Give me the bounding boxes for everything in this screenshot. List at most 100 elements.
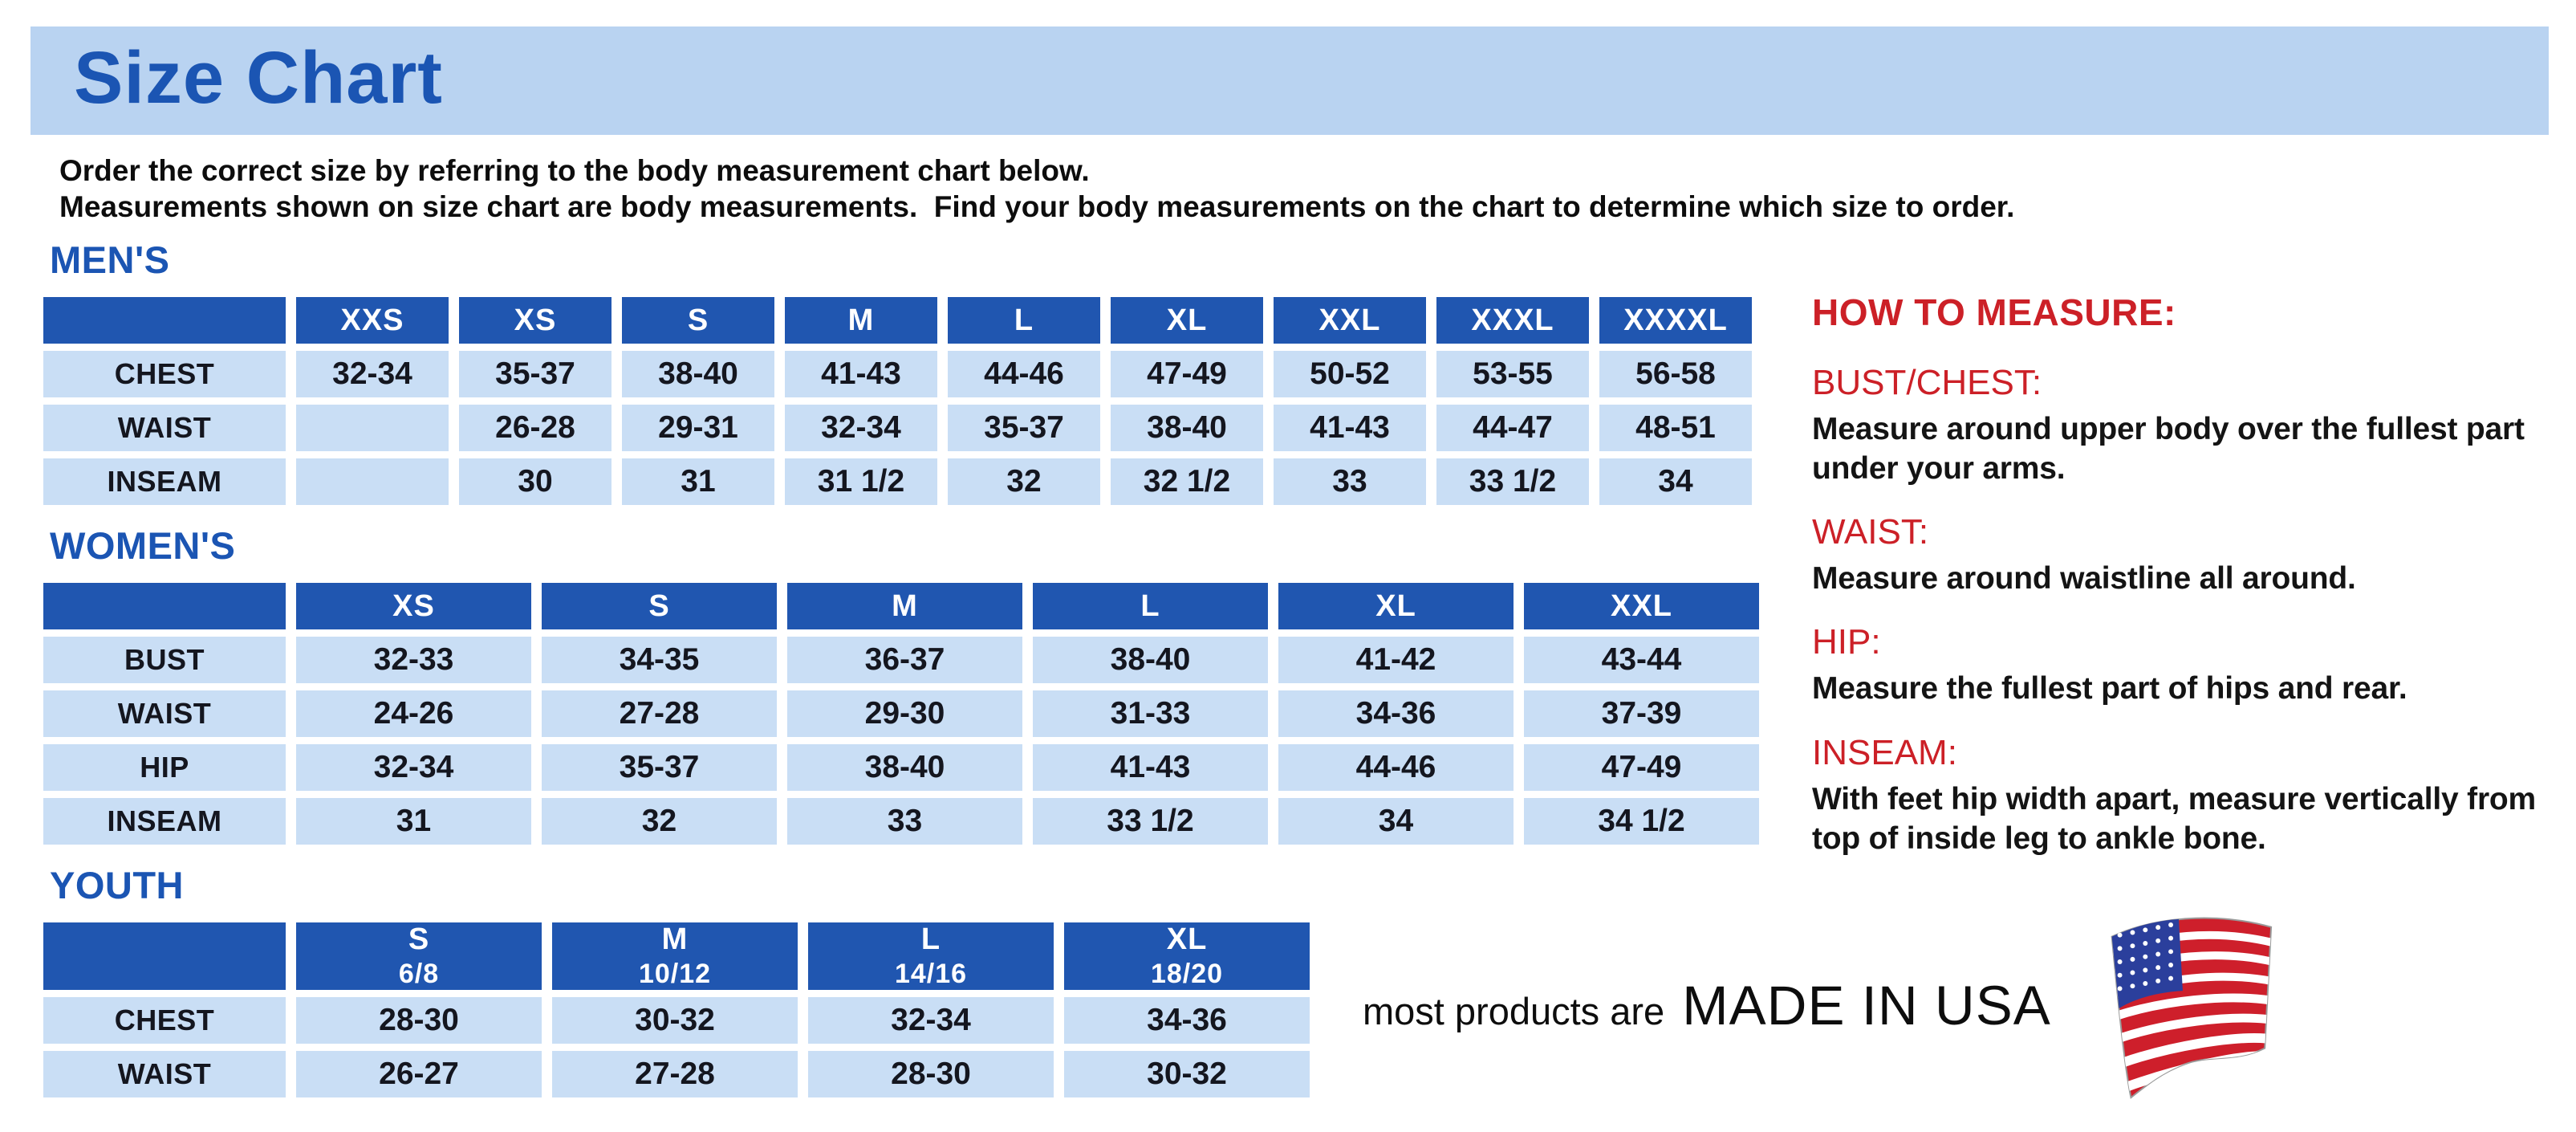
column-header-cell: L 14/16 xyxy=(808,922,1054,990)
value-cell: 38-40 xyxy=(1033,637,1268,683)
table-row: WAIST 24-26 27-28 29-30 31-33 34-36 37-39 xyxy=(43,690,1759,737)
measure-item: BUST/CHEST: Measure around upper body ove… xyxy=(1812,363,2550,488)
table-row: HIP 32-34 35-37 38-40 41-43 44-46 47-49 xyxy=(43,744,1759,791)
column-age-range: 10/12 xyxy=(638,959,712,989)
measure-item: WAIST: Measure around waistline all aroun… xyxy=(1812,512,2550,598)
row-label-cell: WAIST xyxy=(43,405,286,451)
value-cell: 28-30 xyxy=(296,997,542,1044)
how-to-measure-panel: HOW TO MEASURE: BUST/CHEST: Measure aroun… xyxy=(1812,291,2550,858)
value-cell: 56-58 xyxy=(1599,351,1752,397)
value-cell: 27-28 xyxy=(552,1051,798,1097)
column-header-cell: XXS xyxy=(296,297,449,344)
value-cell: 29-30 xyxy=(787,690,1022,737)
value-cell: 47-49 xyxy=(1524,744,1759,791)
column-header-cell: XL 18/20 xyxy=(1064,922,1310,990)
header-row: XXS XS S M L XL XXL XXXL XXXXL xyxy=(43,297,1752,344)
how-to-measure-list: BUST/CHEST: Measure around upper body ove… xyxy=(1812,363,2550,858)
intro-line-2: Measurements shown on size chart are bod… xyxy=(59,190,2015,224)
value-cell: 30 xyxy=(459,458,611,505)
row-label-cell: WAIST xyxy=(43,690,286,737)
column-size-label: M xyxy=(661,922,689,956)
column-header-cell: M 10/12 xyxy=(552,922,798,990)
header-row: S 6/8 M 10/12 L 14/16 XL 18/20 xyxy=(43,922,1310,990)
column-header-cell: L xyxy=(1033,583,1268,629)
table-row: WAIST 26-28 29-31 32-34 35-37 38-40 41-43 44-47… xyxy=(43,405,1752,451)
value-cell xyxy=(296,405,449,451)
footer-prefix: most products are xyxy=(1363,989,1665,1032)
value-cell: 41-42 xyxy=(1278,637,1514,683)
column-age-range: 6/8 xyxy=(398,959,440,989)
column-header-cell: XXL xyxy=(1524,583,1759,629)
section-heading-mens: MEN'S xyxy=(50,238,170,281)
row-label-cell: WAIST xyxy=(43,1051,286,1097)
value-cell: 33 xyxy=(787,798,1022,845)
womens-size-table: XS S M L XL XXL BUST 32-33 34-35 36-37 38-40 41-42 4… xyxy=(33,576,1769,852)
value-cell: 34 1/2 xyxy=(1524,798,1759,845)
column-age-range: 18/20 xyxy=(1150,959,1224,989)
column-header-cell: XL xyxy=(1111,297,1263,344)
column-age-range: 14/16 xyxy=(894,959,968,989)
value-cell: 35-37 xyxy=(459,351,611,397)
value-cell: 30-32 xyxy=(1064,1051,1310,1097)
value-cell: 32 1/2 xyxy=(1111,458,1263,505)
value-cell: 28-30 xyxy=(808,1051,1054,1097)
value-cell: 32 xyxy=(542,798,777,845)
corner-header-cell xyxy=(43,922,286,990)
value-cell: 38-40 xyxy=(787,744,1022,791)
header-row: XS S M L XL XXL xyxy=(43,583,1759,629)
value-cell: 31 1/2 xyxy=(785,458,937,505)
made-in-usa-banner: most products are MADE IN USA xyxy=(1363,907,2281,1103)
value-cell xyxy=(296,458,449,505)
value-cell: 32-34 xyxy=(296,351,449,397)
measure-term: BUST/CHEST: xyxy=(1812,363,2042,402)
column-header-cell: S xyxy=(622,297,774,344)
column-size-label: L xyxy=(920,922,941,956)
measure-term: INSEAM: xyxy=(1812,732,1957,772)
footer-emphasis: MADE IN USA xyxy=(1682,974,2051,1036)
table-row: INSEAM 30 31 31 1/2 32 32 1/2 33 33 1/2 34 xyxy=(43,458,1752,505)
value-cell: 53-55 xyxy=(1436,351,1589,397)
column-header-cell: L xyxy=(948,297,1100,344)
value-cell: 31-33 xyxy=(1033,690,1268,737)
value-cell: 32-34 xyxy=(808,997,1054,1044)
column-header-cell: M xyxy=(785,297,937,344)
measure-description: Measure around waistline all around. xyxy=(1812,561,2356,597)
measure-term: WAIST: xyxy=(1812,512,1929,552)
column-header-cell: XXL xyxy=(1274,297,1426,344)
flag-stars xyxy=(2117,922,2173,992)
usa-flag-icon xyxy=(2111,917,2272,1099)
value-cell: 48-51 xyxy=(1599,405,1752,451)
intro-line-1: Order the correct size by referring to t… xyxy=(59,154,1090,187)
made-in-usa-text: most products are MADE IN USA xyxy=(1363,974,2051,1037)
how-to-measure-heading: HOW TO MEASURE: xyxy=(1812,291,2176,333)
table-row: INSEAM 31 32 33 33 1/2 34 34 1/2 xyxy=(43,798,1759,845)
value-cell: 24-26 xyxy=(296,690,531,737)
value-cell: 29-31 xyxy=(622,405,774,451)
value-cell: 33 1/2 xyxy=(1436,458,1589,505)
title-banner: Size Chart xyxy=(30,26,2549,135)
measure-term: HIP: xyxy=(1812,622,1881,662)
section-heading-youth: YOUTH xyxy=(50,864,184,906)
column-header-cell: S 6/8 xyxy=(296,922,542,990)
measure-description: With feet hip width apart, measure verti… xyxy=(1812,781,2537,856)
row-label-cell: INSEAM xyxy=(43,798,286,845)
value-cell: 33 xyxy=(1274,458,1426,505)
row-label-cell: INSEAM xyxy=(43,458,286,505)
value-cell: 43-44 xyxy=(1524,637,1759,683)
value-cell: 30-32 xyxy=(552,997,798,1044)
value-cell: 27-28 xyxy=(542,690,777,737)
column-header-cell: S xyxy=(542,583,777,629)
column-header-cell: XS xyxy=(296,583,531,629)
row-label-cell: CHEST xyxy=(43,997,286,1044)
value-cell: 31 xyxy=(296,798,531,845)
value-cell: 32-34 xyxy=(296,744,531,791)
value-cell: 34-36 xyxy=(1064,997,1310,1044)
value-cell: 50-52 xyxy=(1274,351,1426,397)
measure-item: HIP: Measure the fullest part of hips and… xyxy=(1812,622,2550,708)
row-label-cell: HIP xyxy=(43,744,286,791)
column-header-cell: M xyxy=(787,583,1022,629)
section-heading-womens: WOMEN'S xyxy=(50,524,236,567)
value-cell: 41-43 xyxy=(785,351,937,397)
table-row: CHEST 28-30 30-32 32-34 34-36 xyxy=(43,997,1310,1044)
column-size-label: S xyxy=(408,922,430,956)
